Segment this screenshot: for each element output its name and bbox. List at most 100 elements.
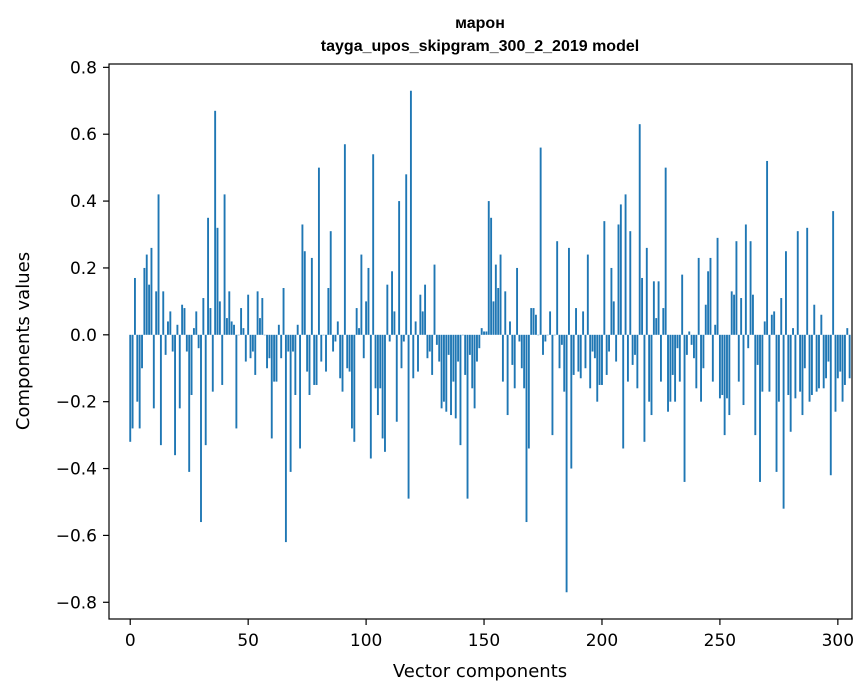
bar	[709, 257, 712, 335]
bar	[636, 334, 639, 389]
bar	[141, 334, 143, 369]
chart-title-line2: tayga_upos_skipgram_300_2_2019 model	[321, 38, 639, 55]
bar	[648, 334, 651, 402]
bar	[560, 334, 563, 345]
bar	[235, 334, 238, 429]
bar	[676, 334, 679, 349]
bar	[591, 334, 594, 352]
bar	[848, 334, 851, 379]
bar	[164, 334, 167, 355]
bar	[424, 284, 427, 335]
bar	[843, 334, 846, 385]
bar	[494, 264, 497, 335]
bar	[829, 334, 832, 476]
bar	[192, 328, 195, 335]
bar	[702, 334, 705, 369]
bar	[669, 334, 672, 402]
bar	[839, 334, 842, 372]
bar	[744, 224, 747, 335]
bar	[379, 334, 382, 389]
bar	[593, 334, 596, 359]
bar	[714, 324, 717, 335]
bar	[256, 291, 259, 335]
bar	[395, 334, 398, 422]
bar	[626, 334, 629, 382]
bar	[518, 334, 521, 342]
bar	[652, 281, 655, 335]
bar	[506, 334, 509, 416]
bar	[438, 334, 441, 362]
bar	[228, 291, 231, 335]
bar	[169, 311, 172, 335]
bar	[534, 314, 537, 335]
bar	[348, 334, 351, 372]
bar	[572, 334, 575, 375]
bar	[501, 334, 504, 382]
bar	[697, 257, 700, 335]
bar	[624, 194, 627, 335]
bar	[638, 124, 641, 335]
bar	[645, 247, 648, 335]
bar	[575, 308, 577, 335]
bar	[336, 321, 339, 335]
bar	[386, 284, 389, 335]
bar	[586, 254, 589, 335]
bar	[211, 334, 214, 392]
bar	[471, 334, 474, 389]
bar	[568, 247, 570, 335]
bar	[608, 334, 610, 352]
bar	[280, 334, 283, 359]
bar	[426, 334, 429, 359]
bar	[480, 328, 483, 335]
bar	[185, 334, 188, 352]
bar	[513, 334, 516, 389]
bar	[810, 334, 813, 395]
bar	[261, 298, 264, 335]
bar	[667, 334, 669, 412]
bar	[605, 334, 608, 375]
bar	[504, 291, 507, 335]
bar	[815, 334, 818, 392]
x-tick-label: 0	[125, 631, 136, 651]
bar	[763, 321, 766, 335]
bar	[320, 334, 323, 362]
chart-title-line1: марон	[455, 15, 505, 32]
bar	[478, 334, 481, 349]
bar	[183, 308, 186, 335]
bar	[214, 110, 217, 335]
bar	[195, 311, 198, 335]
bar	[207, 217, 210, 335]
bar	[367, 267, 370, 335]
bar	[584, 334, 587, 369]
bar	[391, 271, 393, 335]
bar	[393, 311, 396, 335]
bar	[612, 301, 615, 335]
bar	[721, 334, 724, 395]
bar	[619, 204, 622, 335]
x-tick-label: 50	[237, 631, 259, 651]
bar	[240, 308, 243, 335]
x-axis-label: Vector components	[393, 661, 567, 682]
bar	[365, 301, 368, 335]
bar	[825, 334, 827, 379]
bar	[296, 324, 299, 335]
bar	[176, 324, 179, 335]
bar	[603, 221, 606, 335]
bar	[476, 334, 478, 362]
bar	[150, 247, 153, 335]
y-tick-label: −0.4	[56, 460, 97, 480]
bar	[299, 334, 301, 449]
bar	[218, 301, 221, 335]
bar	[464, 334, 467, 375]
bar	[421, 311, 424, 335]
bar	[766, 160, 769, 335]
bar	[398, 201, 401, 335]
bar	[530, 308, 533, 335]
bar	[492, 301, 495, 335]
bar	[700, 334, 702, 402]
bar	[579, 334, 582, 379]
bar	[181, 304, 184, 335]
bar	[525, 334, 528, 523]
bar	[275, 334, 278, 382]
bar	[417, 334, 419, 372]
